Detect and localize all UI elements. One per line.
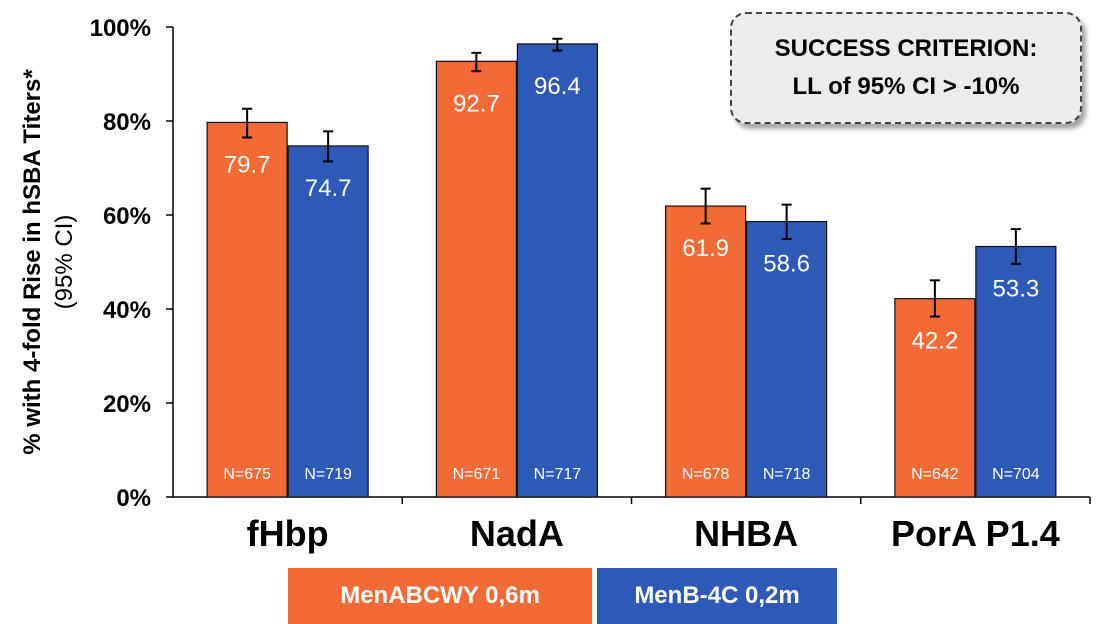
n-label: N=678: [682, 466, 730, 483]
n-label: N=717: [534, 466, 582, 483]
x-tick-label: NHBA: [694, 513, 798, 554]
data-label: 74.7: [305, 175, 352, 202]
callout-line-1: SUCCESS CRITERION:: [774, 35, 1038, 62]
bar: [665, 205, 747, 498]
n-label: N=675: [223, 466, 271, 483]
n-label: N=719: [304, 466, 352, 483]
bar: [894, 298, 976, 498]
success-criterion-callout: SUCCESS CRITERION: LL of 95% CI > -10%: [730, 12, 1082, 124]
y-axis-sublabel: (95% CI): [51, 215, 78, 310]
x-tick-label: NadA: [470, 513, 564, 554]
legend-item-menabcwy: MenABCWY 0,6m: [288, 568, 592, 624]
data-label: 96.4: [534, 73, 581, 100]
n-label: N=718: [763, 466, 811, 483]
bar: [435, 60, 517, 498]
data-label: 79.7: [224, 151, 271, 178]
y-axis-label: % with 4-fold Rise in hSBA Titers*: [19, 69, 46, 455]
data-label: 61.9: [682, 235, 729, 262]
x-tick-label: PorA P1.4: [891, 513, 1060, 554]
x-tick-label: fHbp: [247, 513, 329, 554]
y-tick-label: 100%: [90, 15, 151, 42]
bar: [516, 43, 598, 498]
bar: [975, 245, 1057, 498]
legend-label-menabcwy: MenABCWY 0,6m: [340, 582, 540, 609]
y-tick-label: 20%: [103, 391, 151, 418]
n-label: N=704: [992, 466, 1040, 483]
legend-label-menb-4c: MenB-4C 0,2m: [634, 582, 800, 609]
legend-item-menb-4c: MenB-4C 0,2m: [597, 568, 837, 624]
data-label: 92.7: [453, 90, 500, 117]
bar: [287, 145, 369, 498]
y-tick-label: 40%: [103, 297, 151, 324]
callout-line-2: LL of 95% CI > -10%: [792, 73, 1020, 100]
n-label: N=671: [453, 466, 501, 483]
bar: [206, 121, 288, 498]
n-label: N=642: [911, 466, 959, 483]
y-tick-label: 0%: [116, 485, 151, 512]
y-tick-label: 80%: [103, 109, 151, 136]
y-tick-label: 60%: [103, 203, 151, 230]
data-label: 58.6: [763, 251, 810, 278]
data-label: 42.2: [912, 328, 959, 355]
data-label: 53.3: [993, 275, 1040, 302]
bar: [746, 220, 828, 498]
